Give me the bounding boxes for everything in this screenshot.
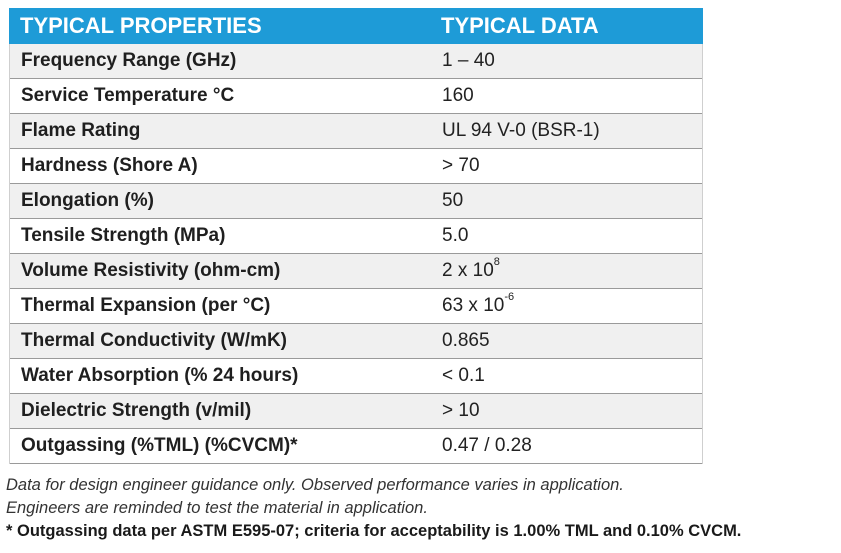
properties-table: TYPICAL PROPERTIES TYPICAL DATA Frequenc… bbox=[9, 8, 703, 464]
testing-note: Engineers are reminded to test the mater… bbox=[6, 499, 428, 517]
property-label: Tensile Strength (MPa) bbox=[21, 225, 226, 246]
property-label: Elongation (%) bbox=[21, 190, 154, 211]
property-value: 63 x 10-6 bbox=[428, 292, 702, 317]
table-row: Flame Rating UL 94 V-0 (BSR-1) bbox=[10, 114, 702, 149]
table-row: Thermal Conductivity (W/mK) 0.865 bbox=[10, 324, 702, 359]
property-value: > 70 bbox=[442, 155, 480, 176]
property-label: Dielectric Strength (v/mil) bbox=[21, 400, 252, 421]
property-label: Thermal Conductivity (W/mK) bbox=[21, 330, 288, 351]
value-base: 2 x 10 bbox=[442, 260, 494, 281]
guidance-note: Data for design engineer guidance only. … bbox=[6, 476, 624, 494]
property-value: < 0.1 bbox=[442, 365, 485, 386]
table-row: Service Temperature °C 160 bbox=[10, 79, 702, 114]
property-label: Thermal Expansion (per °C) bbox=[21, 295, 271, 316]
property-value: 160 bbox=[442, 85, 474, 106]
table-row: Water Absorption (% 24 hours) < 0.1 bbox=[10, 359, 702, 394]
property-value: 2 x 108 bbox=[428, 257, 702, 282]
table-row: Tensile Strength (MPa) 5.0 bbox=[10, 219, 702, 254]
table-row: Hardness (Shore A) > 70 bbox=[10, 149, 702, 184]
property-label: Frequency Range (GHz) bbox=[21, 50, 237, 71]
outgassing-footnote: * Outgassing data per ASTM E595-07; crit… bbox=[6, 522, 742, 540]
property-label: Hardness (Shore A) bbox=[21, 155, 198, 176]
property-value: 5.0 bbox=[442, 225, 469, 246]
header-properties: TYPICAL PROPERTIES bbox=[20, 13, 262, 38]
property-label: Water Absorption (% 24 hours) bbox=[21, 365, 299, 386]
property-value: 0.47 / 0.28 bbox=[442, 435, 532, 456]
value-base: 63 x 10 bbox=[442, 295, 505, 316]
value-exponent: 8 bbox=[493, 256, 500, 268]
table-body: Frequency Range (GHz) 1 – 40 Service Tem… bbox=[9, 44, 703, 464]
property-value: > 10 bbox=[442, 400, 480, 421]
footnotes: Data for design engineer guidance only. … bbox=[6, 474, 836, 543]
property-label: Flame Rating bbox=[21, 120, 141, 141]
table-row: Dielectric Strength (v/mil) > 10 bbox=[10, 394, 702, 429]
property-value: 0.865 bbox=[442, 330, 490, 351]
property-value: UL 94 V-0 (BSR-1) bbox=[442, 120, 600, 141]
table-row: Elongation (%) 50 bbox=[10, 184, 702, 219]
table-header: TYPICAL PROPERTIES TYPICAL DATA bbox=[9, 8, 703, 44]
property-label: Outgassing (%TML) (%CVCM)* bbox=[21, 435, 298, 456]
property-label: Service Temperature °C bbox=[21, 85, 235, 106]
property-value: 1 – 40 bbox=[442, 50, 495, 71]
table-row: Outgassing (%TML) (%CVCM)* 0.47 / 0.28 bbox=[10, 429, 702, 464]
table-row: Thermal Expansion (per °C) 63 x 10-6 bbox=[10, 289, 702, 324]
header-data: TYPICAL DATA bbox=[441, 13, 599, 38]
value-exponent: -6 bbox=[504, 291, 515, 303]
property-value: 50 bbox=[442, 190, 464, 211]
table-row: Frequency Range (GHz) 1 – 40 bbox=[10, 44, 702, 79]
table-row: Volume Resistivity (ohm-cm) 2 x 108 bbox=[10, 254, 702, 289]
property-label: Volume Resistivity (ohm-cm) bbox=[21, 260, 281, 281]
